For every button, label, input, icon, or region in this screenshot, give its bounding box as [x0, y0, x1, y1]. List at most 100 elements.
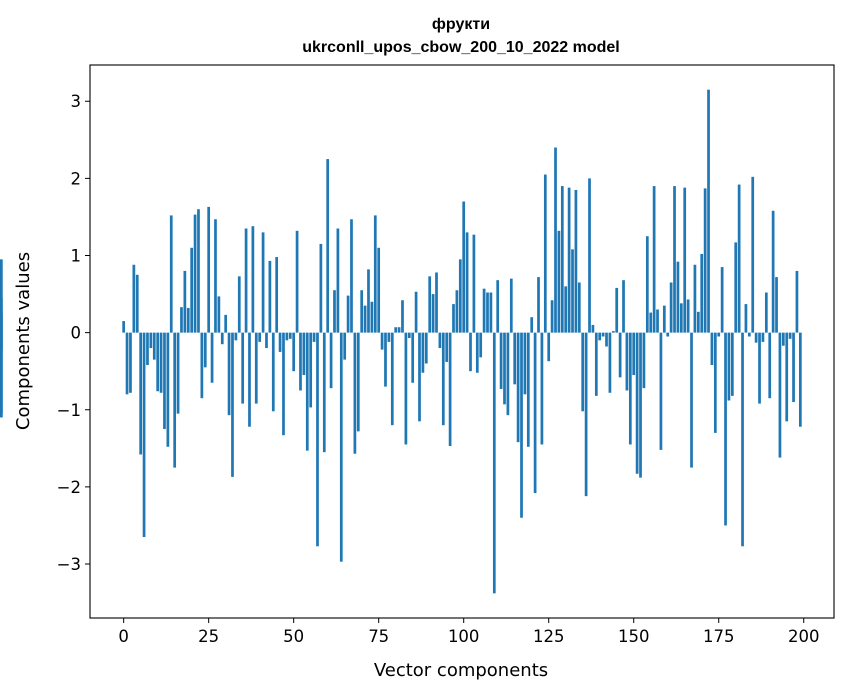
- bar-181: [737, 184, 741, 333]
- y-tick-label: 0: [71, 324, 82, 343]
- bar-142: [605, 332, 608, 347]
- bar-180: [734, 242, 738, 333]
- bar-153: [642, 332, 646, 389]
- bar-124: [543, 174, 547, 333]
- y-tick-label: 1: [71, 247, 82, 266]
- bar-74: [373, 215, 377, 333]
- bar-168: [693, 264, 697, 333]
- bar-166: [686, 299, 690, 333]
- bar-126: [550, 300, 554, 333]
- bar-10: [156, 332, 160, 392]
- chart-subtitle: ukrconll_upos_cbow_200_10_2022 model: [302, 39, 619, 56]
- bar-95: [445, 332, 449, 362]
- bar-94: [441, 332, 445, 426]
- x-tick-label: 50: [283, 627, 304, 646]
- bar-83: [404, 332, 408, 445]
- bar-185: [751, 176, 755, 333]
- bar-81: [397, 327, 401, 333]
- bar-129: [560, 186, 564, 333]
- plot-frame: [89, 64, 835, 619]
- bar-170: [700, 253, 704, 333]
- bar-107: [486, 292, 489, 333]
- bar-160: [666, 332, 670, 337]
- bar-169: [696, 311, 700, 333]
- bar-54: [305, 332, 309, 451]
- x-tick-label: 75: [368, 627, 389, 646]
- bar-87: [418, 332, 421, 422]
- bar-154: [645, 236, 649, 333]
- bar-65: [343, 332, 347, 360]
- bar-96: [448, 332, 452, 447]
- x-tick-label: 100: [448, 627, 480, 646]
- bar-25: [207, 206, 211, 333]
- bar-173: [710, 332, 714, 366]
- x-axis-ticks: 0 25 50 75 100 125 150 175 200: [118, 618, 819, 646]
- bar-199: [798, 332, 802, 427]
- bar-127: [554, 147, 557, 333]
- bar-172: [707, 89, 710, 333]
- x-tick-label: 125: [533, 627, 565, 646]
- bar-2: [129, 332, 132, 393]
- bar-156: [652, 186, 656, 333]
- bar-56: [312, 332, 316, 342]
- bar-171: [703, 188, 707, 333]
- bar-30: [224, 314, 228, 333]
- bar-176: [720, 267, 724, 333]
- bar-148: [625, 332, 629, 391]
- bar-198: [795, 270, 799, 333]
- bar-110: [496, 280, 500, 333]
- bar-77: [384, 332, 387, 387]
- bar-190: [768, 332, 772, 399]
- bar-118: [523, 332, 527, 395]
- bar-82: [401, 300, 404, 333]
- bar-0: [122, 321, 126, 333]
- bar-20: [190, 247, 194, 333]
- bar-undefined: [0, 313, 3, 333]
- bar-196: [788, 332, 792, 339]
- bar-146: [618, 332, 622, 378]
- bar-22: [197, 209, 200, 333]
- bar-109: [492, 332, 496, 594]
- bar-192: [775, 277, 778, 333]
- bar-116: [516, 332, 520, 443]
- bar-112: [503, 332, 506, 405]
- bar-159: [662, 305, 666, 333]
- bar-132: [571, 249, 574, 333]
- y-tick-label: 3: [71, 92, 82, 111]
- bar-50: [292, 332, 296, 372]
- bar-197: [792, 332, 795, 403]
- bar-21: [193, 214, 197, 333]
- bar-105: [479, 332, 483, 358]
- bar-161: [669, 282, 673, 333]
- bar-64: [339, 332, 343, 562]
- bar-187: [758, 332, 761, 404]
- x-tick-label: 200: [788, 627, 820, 646]
- bar-104: [475, 332, 479, 373]
- bar-177: [724, 332, 727, 526]
- bar-8: [149, 332, 153, 349]
- bar-195: [785, 332, 789, 422]
- bar-143: [608, 332, 612, 393]
- x-axis-label: Vector components: [374, 660, 548, 681]
- bar-184: [747, 332, 751, 337]
- bar-133: [574, 189, 578, 333]
- bar-140: [598, 332, 602, 341]
- bar-undefined: [0, 332, 3, 414]
- bar-45: [275, 257, 279, 333]
- bar-100: [462, 201, 466, 333]
- bar-17: [180, 307, 183, 333]
- bar-31: [227, 332, 231, 416]
- bar-178: [727, 332, 731, 401]
- bar-191: [771, 210, 775, 333]
- bar-28: [217, 296, 221, 333]
- bar-163: [676, 261, 680, 333]
- bar-85: [411, 332, 415, 383]
- bar-40: [258, 332, 262, 342]
- bar-29: [220, 332, 224, 345]
- bar-183: [744, 304, 748, 333]
- y-axis-label: Components values: [13, 252, 34, 430]
- bar-1: [125, 332, 129, 395]
- bar-68: [353, 332, 357, 454]
- bar-39: [254, 332, 258, 404]
- bar-35: [241, 332, 245, 404]
